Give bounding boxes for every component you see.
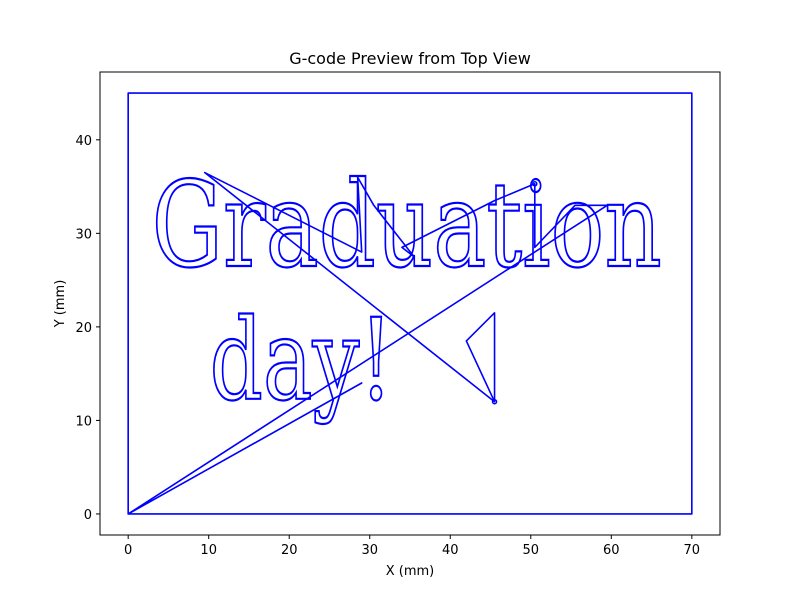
y-tick-label: 30 bbox=[75, 227, 92, 242]
x-tick-label: 0 bbox=[124, 543, 132, 558]
x-axis-title: X (mm) bbox=[386, 564, 435, 579]
x-tick-label: 60 bbox=[603, 543, 620, 558]
y-tick-label: 40 bbox=[75, 134, 92, 149]
x-tick-label: 40 bbox=[442, 543, 459, 558]
plunge-marker bbox=[491, 398, 498, 405]
chart-title: G-code Preview from Top View bbox=[289, 49, 531, 68]
x-tick-label: 10 bbox=[200, 543, 217, 558]
x-tick-label: 70 bbox=[684, 543, 701, 558]
y-axis: 0 10 20 30 40 bbox=[75, 134, 100, 523]
plot-area bbox=[127, 92, 693, 515]
annotation-text: Graduation bbox=[152, 156, 662, 294]
x-axis: 0 10 20 30 40 50 60 70 bbox=[124, 535, 700, 558]
series-line-0 bbox=[127, 92, 693, 515]
y-tick-label: 10 bbox=[75, 414, 92, 429]
annotation-text: day! bbox=[210, 296, 393, 426]
x-tick-label: 50 bbox=[523, 543, 540, 558]
axes-frame bbox=[99, 71, 721, 536]
x-tick-label: 20 bbox=[281, 543, 298, 558]
y-axis-title: Y (mm) bbox=[53, 280, 68, 329]
y-tick-label: 20 bbox=[75, 321, 92, 336]
x-tick-label: 30 bbox=[361, 543, 378, 558]
y-tick-label: 0 bbox=[84, 508, 92, 523]
plunge-marker bbox=[532, 181, 538, 187]
